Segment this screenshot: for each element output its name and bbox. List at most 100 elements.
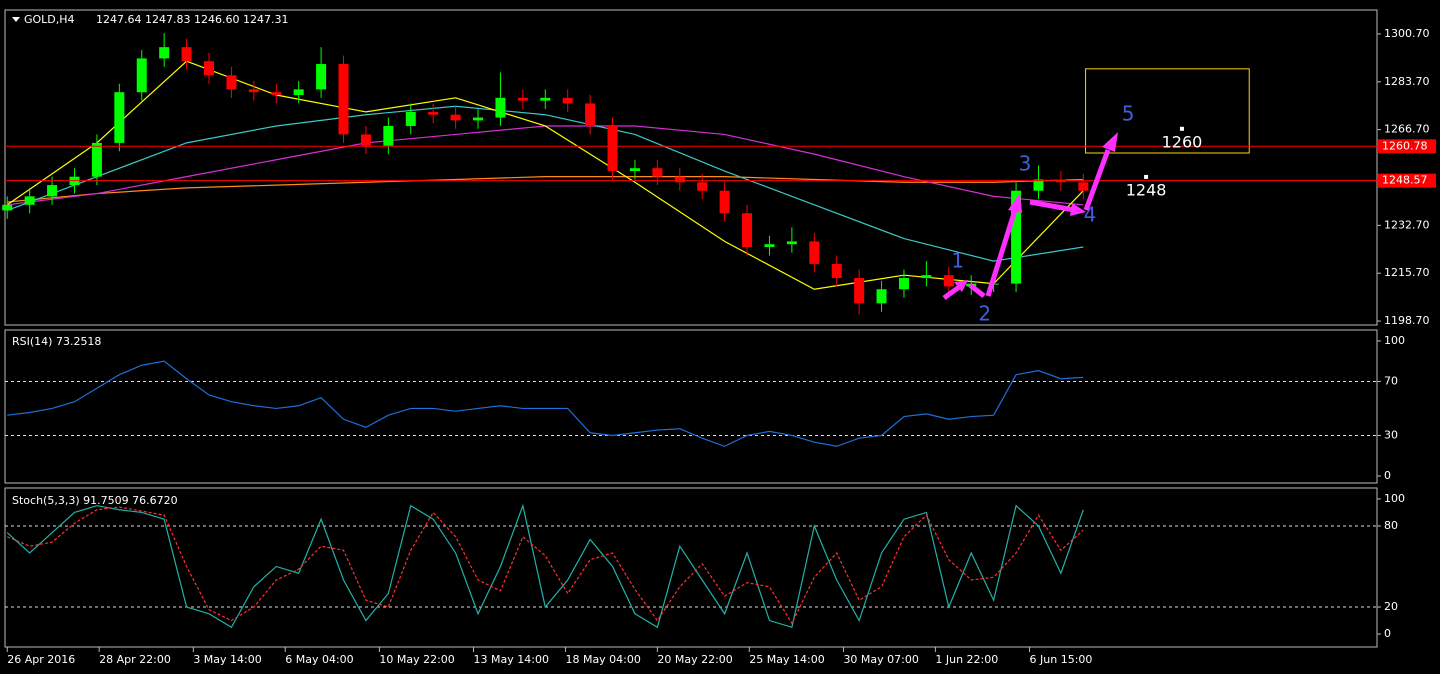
x-tick-label: 6 Jun 15:00 [1030, 653, 1093, 666]
candle-body [540, 97, 551, 101]
price-level-box [1378, 139, 1436, 154]
price-level-box [1378, 173, 1436, 188]
candle-body [697, 182, 708, 191]
candle-body [316, 64, 327, 90]
candle-body [91, 142, 102, 177]
candle-body [585, 103, 596, 126]
candle-body [943, 275, 954, 287]
candle-body [674, 176, 685, 183]
candle-body [517, 97, 528, 101]
x-tick-label: 26 Apr 2016 [7, 653, 75, 666]
arrow [968, 283, 986, 298]
y-tick-label: 70 [1384, 374, 1398, 387]
candle-body [742, 213, 753, 248]
x-tick-label: 13 May 14:00 [474, 653, 549, 666]
candle-body [226, 75, 237, 90]
annotation-dot [1144, 174, 1149, 179]
candle-body [159, 47, 170, 59]
candle-body [2, 204, 13, 211]
candle-body [921, 275, 932, 278]
chart-title: GOLD,H4 [24, 13, 75, 26]
candle-body [405, 111, 416, 126]
x-tick-label: 30 May 07:00 [843, 653, 918, 666]
arrow [1083, 149, 1111, 211]
y-tick-label: 1266.70 [1384, 123, 1430, 136]
rsi-line [7, 360, 1084, 447]
candle-body [293, 89, 304, 96]
stoch-title: Stoch(5,3,3) 91.7509 76.6720 [12, 494, 178, 507]
candle-body [764, 244, 775, 248]
x-tick-label: 1 Jun 22:00 [935, 653, 998, 666]
target-box [1085, 68, 1250, 154]
x-tick-label: 3 May 14:00 [193, 653, 261, 666]
y-tick-label: 0 [1384, 627, 1391, 640]
candle-body [876, 289, 887, 304]
candle-body [428, 111, 439, 115]
y-tick-label: 0 [1384, 469, 1391, 482]
y-tick-label: 30 [1384, 428, 1398, 441]
candle-body [1033, 179, 1044, 191]
annotation: 1248 [1126, 181, 1167, 200]
arrowhead [954, 280, 968, 292]
y-tick-label: 1300.70 [1384, 27, 1430, 40]
annotation: 1260 [1162, 132, 1203, 151]
x-tick-label: 18 May 04:00 [565, 653, 640, 666]
candle-body [786, 241, 797, 245]
stoch-line [6, 503, 1084, 629]
candle-body [473, 117, 484, 121]
candle-body [450, 114, 461, 121]
candle-body [114, 92, 125, 143]
arrowhead [1102, 132, 1118, 152]
arrow [1029, 199, 1075, 213]
candle-body [629, 168, 640, 172]
candle-body [181, 47, 192, 62]
candle-body [248, 89, 259, 93]
candle-body [47, 185, 58, 197]
arrowhead [1008, 193, 1022, 213]
wave-label: 1 [951, 248, 964, 272]
candle-body [898, 277, 909, 290]
candle-body [562, 97, 573, 104]
price-level-label: 1260.78 [1382, 139, 1428, 152]
y-tick-label: 1198.70 [1384, 314, 1430, 327]
x-tick-label: 25 May 14:00 [749, 653, 824, 666]
arrow [985, 209, 1018, 297]
price-level-label: 1248.57 [1382, 174, 1428, 187]
stoch-panel [4, 487, 1378, 648]
wave-label: 5 [1122, 102, 1135, 126]
candle-body [854, 277, 865, 304]
y-tick-label: 100 [1384, 492, 1405, 505]
rsi-panel [4, 329, 1378, 484]
candle-body [831, 263, 842, 278]
wave-label: 3 [1019, 151, 1032, 175]
wave-arrows [942, 132, 1118, 301]
arrowhead [1070, 203, 1086, 216]
ohlc-label: 1247.64 1247.83 1246.60 1247.31 [96, 13, 288, 26]
candle-body [383, 125, 394, 146]
x-tick-label: 28 Apr 22:00 [99, 653, 171, 666]
candle-body [719, 190, 730, 214]
x-tick-label: 6 May 04:00 [285, 653, 353, 666]
y-tick-label: 1283.70 [1384, 75, 1430, 88]
moving-average [7, 105, 1084, 262]
annotation-dot [1179, 126, 1184, 131]
candle-body [1078, 182, 1089, 191]
candle-body [607, 125, 618, 172]
candle-body [809, 241, 820, 264]
y-tick-label: 100 [1384, 334, 1405, 347]
rsi-title: RSI(14) 73.2518 [12, 335, 101, 348]
y-tick-label: 1232.70 [1384, 218, 1430, 231]
candle-body [271, 92, 282, 96]
y-tick-label: 20 [1384, 600, 1398, 613]
y-tick-label: 80 [1384, 519, 1398, 532]
candle-body [24, 196, 35, 205]
wave-label: 4 [1084, 203, 1097, 227]
wave-label: 2 [978, 302, 991, 326]
stoch-line [7, 506, 1084, 625]
menu-arrow[interactable] [12, 17, 20, 22]
candle-body [204, 61, 215, 76]
x-tick-label: 10 May 22:00 [379, 653, 454, 666]
candle-body [338, 64, 349, 135]
